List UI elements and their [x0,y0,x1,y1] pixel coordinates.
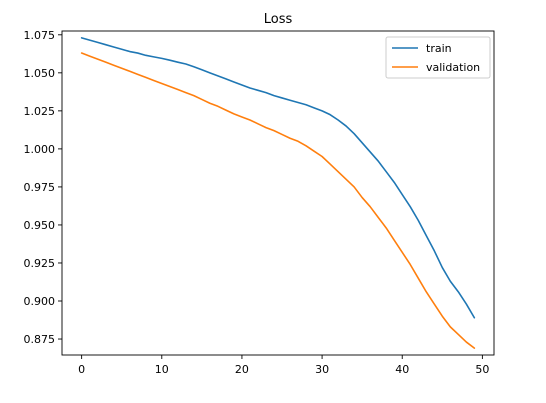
x-tick-label: 20 [235,363,249,376]
legend-label-train: train [426,42,452,55]
x-tick-label: 50 [475,363,489,376]
y-tick-label: 1.000 [24,143,56,156]
y-tick-label: 0.950 [24,219,56,232]
y-tick-label: 0.900 [24,295,56,308]
legend-label-validation: validation [426,61,480,74]
x-tick-label: 40 [395,363,409,376]
y-tick-label: 0.925 [24,257,56,270]
y-tick-label: 1.075 [24,29,56,42]
axes-layer: 0 10 20 30 40 50 0.875 0.900 0.925 0.950 0.975 1.00… [24,29,495,376]
series-line-validation [80,52,476,349]
y-tick-label: 0.975 [24,181,56,194]
legend: train validation [385,36,491,79]
x-tick-label: 10 [155,363,169,376]
chart-title: Loss [264,12,293,27]
y-tick-label: 0.875 [24,333,56,346]
plot-frame [61,30,495,356]
y-tick-label: 1.025 [24,105,56,118]
y-tick-label: 1.050 [24,67,56,80]
series-line-train [80,37,476,319]
series-layer [80,37,476,349]
x-tick-label: 0 [78,363,85,376]
x-tick-label: 30 [315,363,329,376]
